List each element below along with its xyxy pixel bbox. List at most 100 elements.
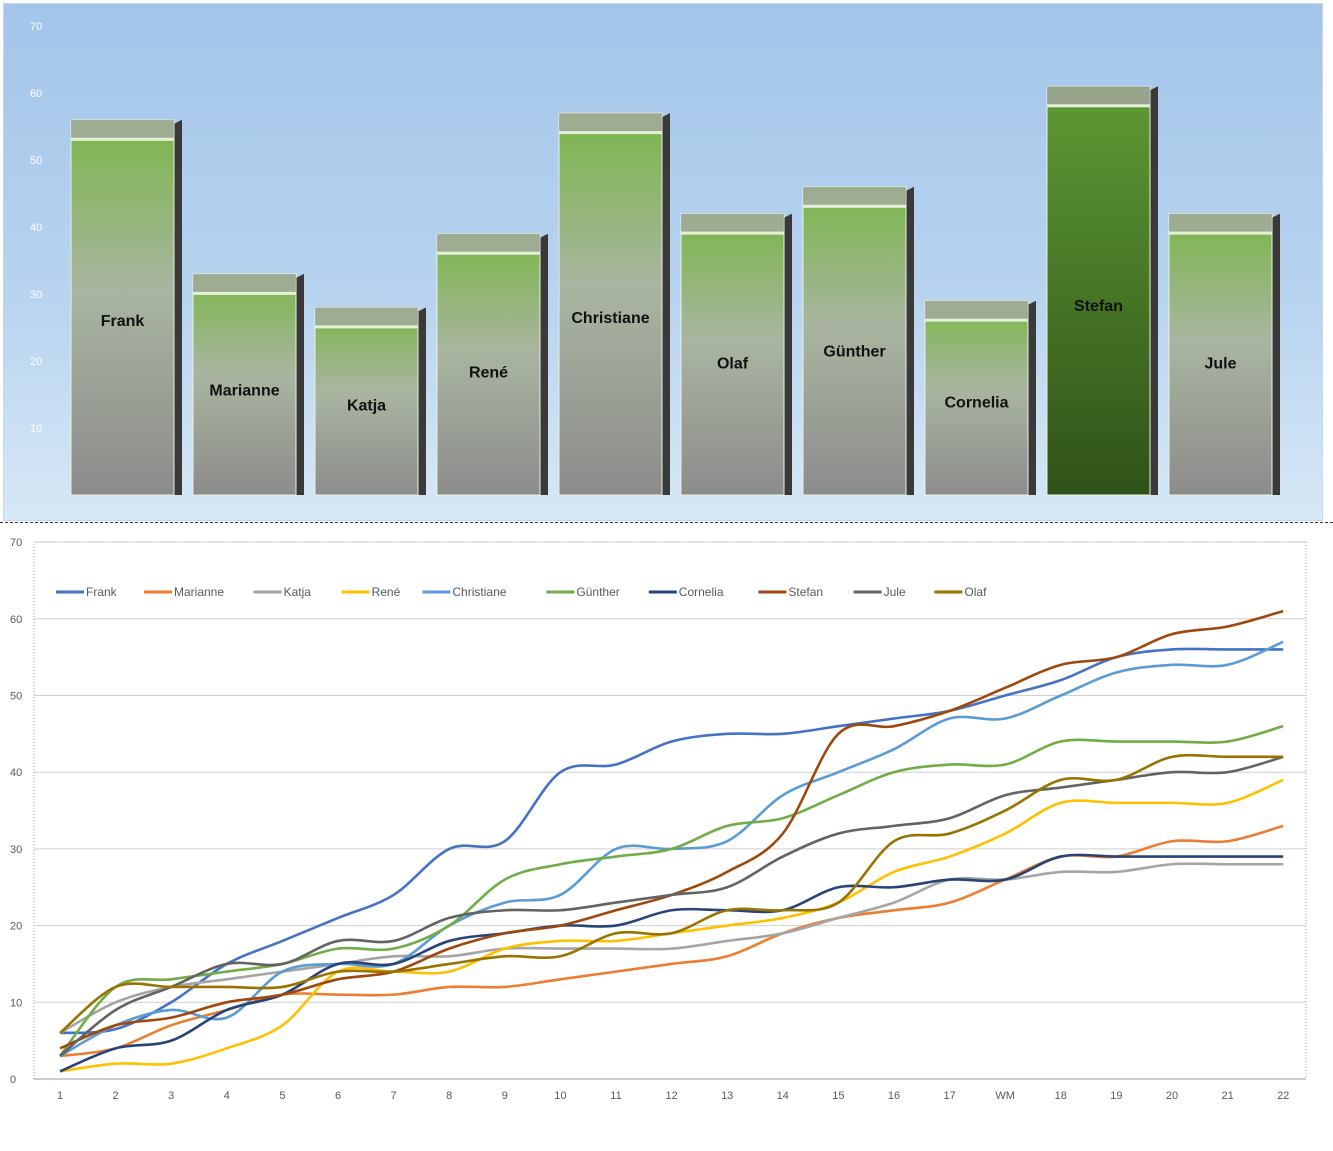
x-tick-label: 22 — [1277, 1090, 1289, 1102]
bar-rené: René — [436, 233, 548, 496]
bar-label: René — [469, 364, 508, 381]
series-line-katja — [59, 862, 1284, 1035]
x-tick-label: 7 — [391, 1090, 397, 1102]
x-tick-label: 5 — [279, 1090, 285, 1102]
y-tick-label: 10 — [30, 423, 42, 435]
y-tick-label: 10 — [10, 997, 22, 1009]
x-tick-label: 19 — [1110, 1090, 1122, 1102]
bar-cap-edge — [315, 325, 418, 329]
x-tick-label: 2 — [113, 1090, 119, 1102]
bar-side — [174, 119, 182, 496]
bar-cornelia: Cornelia — [924, 300, 1036, 496]
x-tick-label: 9 — [502, 1090, 508, 1102]
x-tick-label: 3 — [168, 1090, 174, 1102]
legend-item: Stefan — [758, 585, 823, 599]
bar-side — [1150, 86, 1158, 496]
x-tick-label: 21 — [1221, 1090, 1233, 1102]
bar-katja: Katja — [314, 306, 426, 496]
bar-label: Christiane — [571, 310, 649, 327]
y-tick-label: 70 — [10, 537, 22, 549]
bar-label: Marianne — [209, 383, 279, 400]
series-line-günther — [58, 724, 1284, 1057]
x-tick-label: 4 — [224, 1090, 230, 1102]
bar-cap-edge — [71, 137, 174, 141]
y-tick-label: 0 — [10, 1074, 16, 1086]
bar-cap — [71, 119, 174, 140]
legend-label: Frank — [86, 585, 118, 599]
bar-cap — [925, 300, 1028, 321]
y-tick-label: 40 — [10, 767, 22, 779]
bar-frank: Frank — [70, 119, 182, 496]
bar-cap — [559, 113, 662, 134]
y-tick-label: 50 — [10, 691, 22, 703]
x-tick-label: 18 — [1055, 1090, 1067, 1102]
separator-line — [0, 522, 1333, 523]
y-tick-label: 20 — [10, 921, 22, 933]
bar-cap-edge — [803, 204, 906, 208]
series-line-stefan — [59, 609, 1284, 1050]
series-line-frank — [59, 647, 1284, 1035]
bar-label: Jule — [1204, 355, 1236, 372]
legend-item: Frank — [56, 585, 118, 599]
x-tick-label: 10 — [554, 1090, 566, 1102]
x-tick-label: 12 — [665, 1090, 677, 1102]
legend-label: Katja — [284, 585, 312, 599]
legend-item: Jule — [853, 585, 906, 599]
bar-cap — [681, 213, 784, 234]
bar-rect — [558, 112, 663, 496]
bar-side — [296, 273, 304, 495]
bar-cap-edge — [1169, 231, 1272, 235]
bar-side — [906, 186, 914, 496]
line-chart-panel: 0 10 20 30 40 50 60 70 1 2 3 4 5 6 7 8 9 10 11 12 13 14 15 16 17… — [0, 526, 1333, 1150]
bar-label: Günther — [823, 343, 885, 360]
series-line-cornelia — [59, 853, 1284, 1073]
bar-cap — [193, 273, 296, 294]
bar-rect — [1046, 85, 1151, 496]
bar-jule: Jule — [1168, 213, 1280, 496]
y-tick-label: 30 — [30, 289, 42, 301]
bar-chart-panel: 10 20 30 40 50 60 70 Frank Marianne Katja René Chri… — [3, 3, 1323, 521]
bar-rect — [314, 306, 419, 496]
bar-label: Stefan — [1074, 298, 1123, 315]
bar-label: Olaf — [717, 355, 749, 372]
bar-cap-edge — [681, 231, 784, 235]
y-tick-label: 50 — [30, 155, 42, 167]
x-tick-label: 16 — [888, 1090, 900, 1102]
legend-item: Cornelia — [648, 585, 724, 599]
x-tick-label: 1 — [57, 1090, 63, 1102]
series-line-marianne — [59, 824, 1284, 1058]
bar-side — [418, 307, 426, 495]
bar-side — [540, 233, 548, 495]
x-tick-label: 17 — [943, 1090, 955, 1102]
legend-item: Christiane — [422, 585, 507, 599]
bar-side — [662, 113, 670, 495]
bar-günther: Günther — [802, 186, 914, 496]
y-tick-label: 20 — [30, 356, 42, 368]
legend-item: Günther — [546, 585, 620, 599]
legend-label: Cornelia — [679, 585, 724, 599]
bar-cap — [315, 307, 418, 328]
bar-label: Frank — [101, 313, 145, 330]
y-tick-label: 30 — [10, 844, 22, 856]
legend-label: Jule — [884, 585, 906, 599]
bar-rect — [1168, 213, 1273, 496]
plot-frame — [33, 541, 1307, 1080]
bar-cap — [803, 186, 906, 207]
legend-label: Christiane — [452, 585, 506, 599]
x-tick-label: 13 — [721, 1090, 733, 1102]
series-line-jule — [59, 755, 1284, 1057]
y-tick-label: 60 — [30, 88, 42, 100]
bar-side — [1272, 213, 1280, 495]
series-line-olaf — [59, 753, 1284, 1034]
bar-olaf: Olaf — [680, 213, 792, 496]
bar-marianne: Marianne — [192, 273, 304, 496]
bar-cap-edge — [559, 131, 662, 135]
y-tick-label: 60 — [10, 614, 22, 626]
bar-cap — [1169, 213, 1272, 234]
x-tick-label: 15 — [832, 1090, 844, 1102]
bar-label: Cornelia — [944, 395, 1008, 412]
legend-item: Marianne — [144, 585, 224, 599]
bar-cap-edge — [925, 318, 1028, 322]
x-tick-label: 14 — [777, 1090, 789, 1102]
x-tick-label: 6 — [335, 1090, 341, 1102]
